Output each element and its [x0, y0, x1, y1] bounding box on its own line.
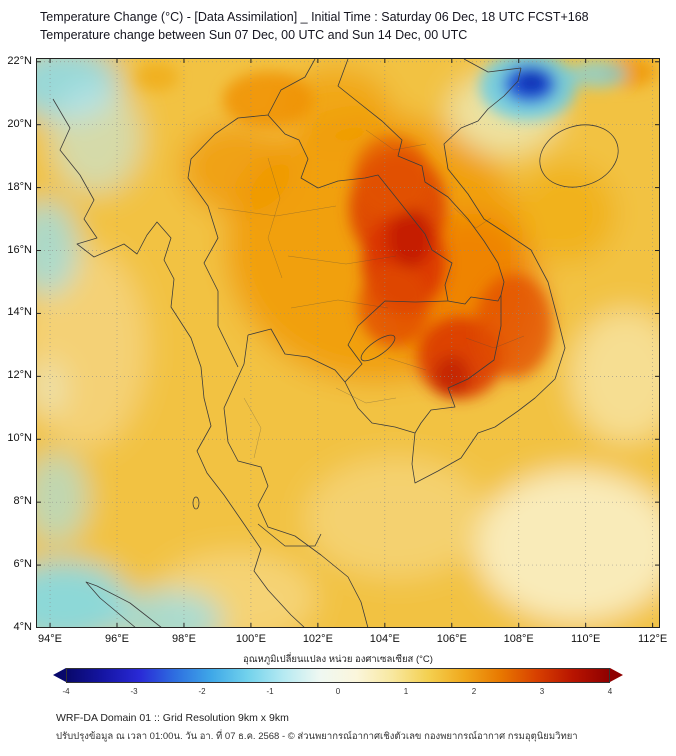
plot-frame [36, 58, 660, 628]
colorbar-tick-label: -4 [62, 687, 70, 696]
coastline-east [247, 67, 566, 484]
colorbar-tick-label: 0 [335, 687, 341, 696]
lat-tick-label: 18°N [7, 180, 32, 193]
border-cambodia-laos [447, 294, 502, 305]
lat-tick-label: 8°N [13, 495, 32, 508]
lon-tick-label: 104°E [369, 633, 400, 645]
lon-tick-label: 112°E [637, 633, 668, 645]
lat-tick-label: 16°N [7, 243, 32, 256]
border-thailand-cambodia [344, 300, 449, 383]
colorbar-arrow-left [53, 668, 66, 682]
colorbar-tick-label: -2 [198, 687, 206, 696]
colorbar-arrow-right [610, 668, 623, 682]
colorbar-title: อุณหภูมิเปลี่ยนแปลง หน่วย องศาเซลเซียส (… [243, 654, 433, 665]
lake-tonle-sap [360, 334, 396, 362]
footer-model-info: WRF-DA Domain 01 :: Grid Resolution 9km … [56, 712, 289, 724]
border-vietnam-china [463, 58, 522, 73]
lat-tick-label: 20°N [7, 117, 32, 130]
lon-tick-label: 102°E [302, 633, 333, 645]
border-thailand-laos [267, 114, 453, 302]
footer-credit-thai: ปรับปรุงข้อมูล ณ เวลา 01:00น. วัน อา. ที… [56, 731, 578, 742]
colorbar-tick-label: -3 [130, 687, 138, 696]
lon-tick-label: 94°E [38, 633, 63, 645]
island-phuket [192, 496, 200, 510]
lon-tick-label: 106°E [436, 633, 467, 645]
coastline-west [52, 98, 306, 628]
coastline-gulf-west [223, 334, 369, 628]
border-thailand-malaysia [257, 523, 322, 547]
border-laos-vietnam [337, 58, 505, 296]
heat-field-broad [36, 58, 660, 628]
lon-tick-label: 110°E [571, 633, 601, 645]
figure-title-line2: Temperature change between Sun 07 Dec, 0… [40, 28, 468, 42]
province-boundaries [217, 129, 525, 459]
lat-tick-label: 12°N [7, 369, 32, 382]
lon-tick-label: 98°E [171, 633, 196, 645]
figure-title-line1: Temperature Change (°C) - [Data Assimila… [40, 10, 589, 24]
colorbar-tick-label: 3 [539, 687, 545, 696]
border-myanmar-thailand [187, 114, 269, 368]
heat-field-cores [135, 58, 657, 399]
lon-tick-label: 96°E [105, 633, 129, 645]
coastline-and-borders [52, 58, 619, 628]
lat-tick-label: 6°N [13, 558, 32, 571]
lon-tick-label: 108°E [503, 633, 534, 645]
border-cambodia-vietnam [414, 295, 502, 434]
colorbar-tick-label: 2 [471, 687, 477, 696]
colorbar-gradient [66, 668, 610, 683]
lat-tick-label: 22°N [7, 54, 32, 67]
lat-tick-label: 4°N [13, 621, 32, 633]
colorbar-tick-label: 1 [403, 687, 409, 696]
temperature-map [36, 58, 660, 628]
map-plot-area [36, 58, 660, 628]
island-hainan [539, 124, 619, 188]
colorbar-tick-label: 4 [607, 687, 613, 696]
lon-tick-label: 100°E [235, 633, 266, 645]
lat-tick-label: 14°N [7, 306, 32, 319]
lat-tick-label: 10°N [7, 432, 32, 445]
island-sumatra [85, 581, 163, 628]
colorbar-tick-label: -1 [266, 687, 274, 696]
border-laos-myanmar [267, 58, 316, 116]
